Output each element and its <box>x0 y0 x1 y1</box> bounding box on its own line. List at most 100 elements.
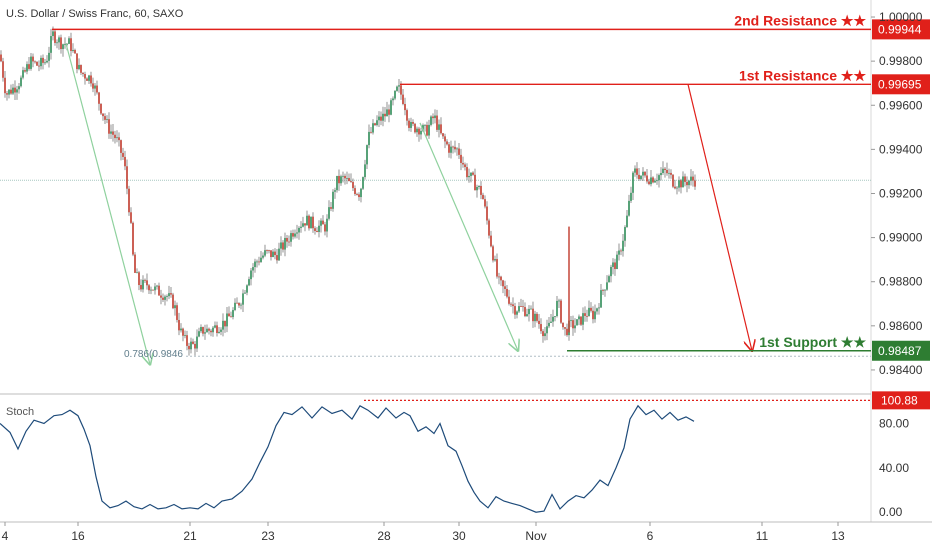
candle[interactable] <box>350 173 352 183</box>
candle[interactable] <box>110 124 112 139</box>
candle[interactable] <box>150 286 152 295</box>
candle[interactable] <box>462 156 464 168</box>
candle[interactable] <box>398 79 400 93</box>
candle[interactable] <box>578 314 580 326</box>
candle[interactable] <box>544 326 546 341</box>
candle[interactable] <box>364 159 366 180</box>
candle[interactable] <box>336 175 338 193</box>
candle[interactable] <box>158 282 160 296</box>
candle[interactable] <box>620 248 622 256</box>
candle[interactable] <box>554 315 556 322</box>
candle[interactable] <box>656 173 658 185</box>
candle[interactable] <box>56 39 58 49</box>
candle[interactable] <box>624 225 626 247</box>
candle[interactable] <box>182 327 184 342</box>
candle[interactable] <box>686 176 688 193</box>
candle[interactable] <box>126 159 128 195</box>
candle[interactable] <box>368 124 370 149</box>
candle[interactable] <box>18 82 20 94</box>
candle[interactable] <box>518 302 520 313</box>
candle[interactable] <box>564 327 566 336</box>
candle[interactable] <box>604 289 606 297</box>
candle[interactable] <box>524 302 526 318</box>
candle[interactable] <box>274 248 276 260</box>
candle[interactable] <box>528 305 530 322</box>
candle[interactable] <box>424 124 426 132</box>
candle[interactable] <box>318 220 320 238</box>
candle[interactable] <box>484 195 486 209</box>
candle[interactable] <box>322 215 324 225</box>
candles[interactable] <box>0 26 696 356</box>
candle[interactable] <box>572 315 574 336</box>
candle[interactable] <box>168 285 170 300</box>
candle[interactable] <box>662 161 664 175</box>
candle[interactable] <box>108 112 110 139</box>
candle[interactable] <box>546 319 548 341</box>
candle[interactable] <box>28 56 30 71</box>
candle[interactable] <box>152 289 154 291</box>
candle[interactable] <box>374 122 376 127</box>
candle[interactable] <box>654 178 656 183</box>
candle[interactable] <box>2 57 4 82</box>
candle[interactable] <box>680 178 682 194</box>
candle[interactable] <box>522 299 524 312</box>
candle[interactable] <box>444 133 446 149</box>
candle[interactable] <box>72 43 74 53</box>
candle[interactable] <box>118 132 120 147</box>
candle[interactable] <box>550 314 552 323</box>
candle[interactable] <box>674 179 676 190</box>
candle[interactable] <box>156 284 158 290</box>
candle[interactable] <box>242 289 244 312</box>
candle[interactable] <box>114 130 116 144</box>
candle[interactable] <box>212 326 214 337</box>
candle[interactable] <box>42 54 44 70</box>
candle[interactable] <box>586 309 588 322</box>
candle[interactable] <box>432 113 434 125</box>
candle[interactable] <box>186 330 188 351</box>
candle[interactable] <box>482 192 484 200</box>
candle[interactable] <box>54 28 56 46</box>
candle[interactable] <box>128 185 130 216</box>
annotation-arrow[interactable] <box>419 122 518 351</box>
candle[interactable] <box>690 169 692 186</box>
level-group[interactable]: 1st Resistance ★★ 0.99695 <box>400 67 930 95</box>
annotation-arrow[interactable] <box>687 84 752 350</box>
candle[interactable] <box>548 316 550 329</box>
candle[interactable] <box>582 307 584 331</box>
candle[interactable] <box>196 329 198 352</box>
candle[interactable] <box>472 171 474 176</box>
candle[interactable] <box>532 301 534 328</box>
candle[interactable] <box>12 83 14 95</box>
candle[interactable] <box>478 185 480 190</box>
candle[interactable] <box>490 230 492 248</box>
candle[interactable] <box>418 126 420 142</box>
candle[interactable] <box>500 275 502 286</box>
candle[interactable] <box>438 119 440 138</box>
candle[interactable] <box>538 314 540 329</box>
candle[interactable] <box>296 224 298 239</box>
candle[interactable] <box>628 194 630 217</box>
candle[interactable] <box>434 109 436 124</box>
candle[interactable] <box>460 148 462 171</box>
candle[interactable] <box>588 300 590 317</box>
candle[interactable] <box>688 179 690 189</box>
candle[interactable] <box>278 242 280 261</box>
candle[interactable] <box>172 292 174 310</box>
candle[interactable] <box>204 324 206 340</box>
candle[interactable] <box>142 275 144 293</box>
candle[interactable] <box>670 169 672 179</box>
candle[interactable] <box>148 284 150 294</box>
candle[interactable] <box>10 84 12 95</box>
candle[interactable] <box>194 341 196 356</box>
candle[interactable] <box>446 139 448 146</box>
candle[interactable] <box>512 297 514 314</box>
candle[interactable] <box>530 305 532 310</box>
candle[interactable] <box>502 279 504 294</box>
candle[interactable] <box>138 270 140 291</box>
candle[interactable] <box>4 70 6 98</box>
candle[interactable] <box>38 60 40 72</box>
stoch-pane[interactable]: 80.00 40.00 0.00 100.88 <box>0 391 930 519</box>
candle[interactable] <box>430 115 432 127</box>
candle[interactable] <box>480 181 482 200</box>
candle[interactable] <box>130 207 132 225</box>
